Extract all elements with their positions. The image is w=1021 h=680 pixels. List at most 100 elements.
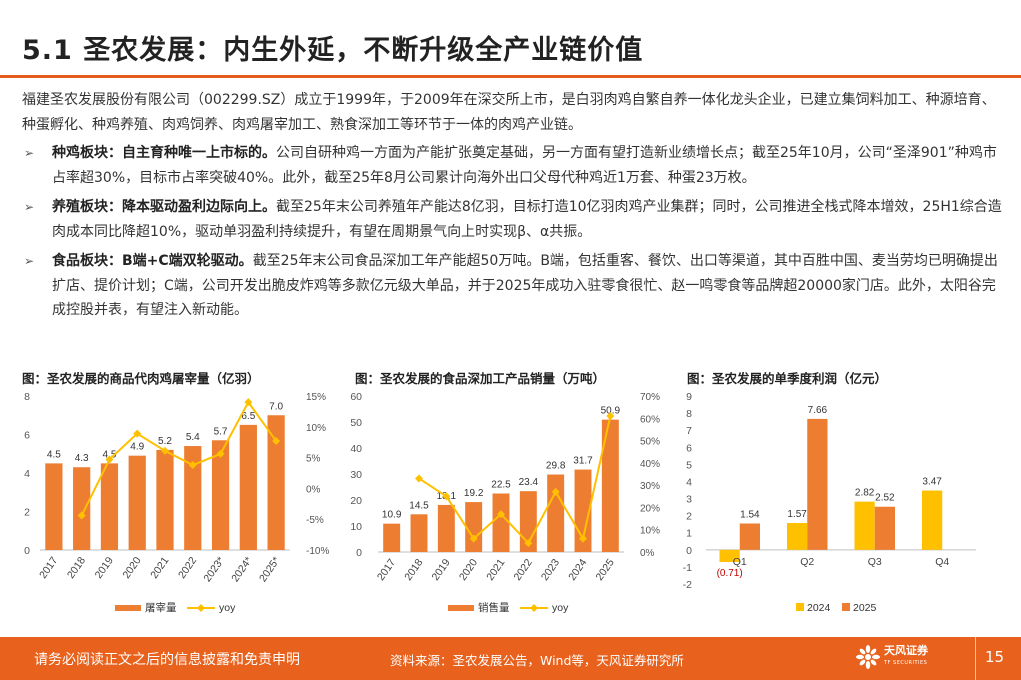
- y-axis-tick-label: 4: [686, 476, 692, 488]
- left-axis-tick-label: 4: [24, 468, 30, 480]
- bar-value-label: 22.5: [491, 480, 511, 491]
- chart1-title: 图：圣农发展的商品代肉鸡屠宰量（亿羽）: [22, 371, 260, 386]
- bar-value-label: 50.9: [601, 406, 621, 417]
- footer-bar: 请务必阅读正文之后的信息披露和免责申明 资料来源：圣农发展公告，Wind等，天风…: [0, 637, 1021, 680]
- right-axis-tick-label: 15%: [306, 392, 326, 403]
- bullet-heading: 养殖板块：降本驱动盈利边际向上。: [52, 199, 276, 215]
- x-tick-label: Q4: [935, 556, 949, 568]
- bar-2024-Q3: [854, 501, 875, 550]
- bar-value-label: 19.2: [464, 488, 484, 499]
- logo-subtitle: TF SECURITIES: [884, 660, 928, 666]
- yoy-marker: [216, 449, 225, 458]
- right-axis-tick-label: 10%: [306, 423, 326, 434]
- x-tick-label: 2021: [148, 555, 171, 581]
- bar-value-label: 4.5: [102, 449, 116, 460]
- left-axis-tick-label: 20: [350, 495, 362, 507]
- chart-slaughter-volume: 0 2 4 6 8 -10% -5% 0% 5% 10% 15% 4.5 2017 4.3 2018 4.5 2…: [24, 391, 329, 614]
- bar-2021: [492, 493, 510, 552]
- bar-value-label: 29.8: [546, 461, 566, 472]
- bullet-text: 截至25年末公司食品深加工年产能超50万吨。B端，包括重客、餐饮、出口等渠道，其…: [52, 253, 998, 318]
- legend-line-label: yoy: [219, 602, 236, 614]
- right-axis-tick-label: 20%: [640, 503, 660, 514]
- legend-label: 2024: [807, 602, 831, 614]
- yoy-marker: [105, 455, 114, 464]
- x-tick-label: 2021: [484, 557, 507, 583]
- right-axis-tick-label: 5%: [306, 454, 321, 465]
- left-axis-tick-label: 50: [350, 417, 362, 429]
- bar-value-label: 31.7: [573, 456, 593, 467]
- bar-value-label: 3.47: [922, 477, 942, 488]
- left-axis-tick-label: 40: [350, 443, 362, 455]
- bar-value-label: 4.5: [47, 449, 61, 460]
- yoy-marker: [133, 429, 142, 438]
- right-axis-tick-label: 0%: [640, 548, 655, 559]
- legend-bar-swatch: [115, 605, 141, 611]
- bar-value-label: 1.57: [787, 509, 807, 520]
- bar-2024-Q1: [719, 549, 740, 562]
- bar-2025-Q3: [874, 506, 895, 550]
- bar-2020: [465, 502, 483, 552]
- logo-name: 天风证券: [884, 644, 928, 657]
- bar-value-label: 4.9: [130, 442, 144, 453]
- bullet-heading: 食品板块：B端+C端双轮驱动。: [52, 253, 253, 269]
- yoy-marker: [272, 436, 281, 445]
- x-tick-label: Q3: [868, 556, 882, 568]
- bar-value-label: 6.5: [241, 411, 255, 422]
- x-tick-label: 2020: [457, 557, 480, 583]
- right-axis-tick-label: 50%: [640, 437, 660, 448]
- bar-value-label: 5.2: [158, 436, 172, 447]
- title-divider: [0, 75, 1021, 78]
- bar-2018: [73, 467, 91, 550]
- bar-value-label: 14.5: [409, 500, 429, 511]
- bar-2025*: [267, 415, 285, 550]
- y-axis-tick-label: 2: [686, 511, 692, 523]
- bar-2023: [547, 474, 565, 552]
- left-axis-tick-label: 30: [350, 469, 362, 481]
- left-axis-tick-label: 2: [24, 507, 30, 519]
- bar-2023*: [211, 440, 230, 550]
- yoy-marker: [161, 446, 169, 455]
- legend-line-marker: [530, 604, 538, 612]
- bar-2024-Q4: [922, 490, 943, 550]
- page-title: 5.1 圣农发展：内生外延，不断升级全产业链价值: [22, 35, 644, 66]
- bar-2018: [410, 514, 428, 552]
- bullet-farming: ➢ 养殖板块：降本驱动盈利边际向上。截至25年末公司养殖年产能达8亿羽，目标打造…: [22, 195, 1007, 244]
- y-axis-tick-label: 0: [686, 545, 692, 557]
- bullet-arrow-icon: ➢: [24, 146, 35, 160]
- yoy-marker: [188, 460, 197, 469]
- bar-value-label: 4.3: [75, 453, 89, 464]
- right-axis-tick-label: 60%: [640, 414, 660, 425]
- bar-value-label: 7.66: [808, 405, 828, 416]
- yoy-marker: [244, 398, 253, 407]
- bullet-heading: 种鸡板块：自主育种唯一上市标的。: [52, 145, 276, 161]
- footer-disclaimer[interactable]: 请务必阅读正文之后的信息披露和免责申明: [34, 652, 300, 668]
- bar-value-label: 5.4: [186, 432, 200, 443]
- logo-flower-icon: [856, 645, 880, 669]
- bullet-food: ➢ 食品板块：B端+C端双轮驱动。截至25年末公司食品深加工年产能超50万吨。B…: [22, 249, 1007, 323]
- left-axis-tick-label: 10: [350, 521, 362, 533]
- bar-value-label: 10.9: [382, 510, 402, 521]
- bar-2025-Q2: [807, 418, 828, 550]
- bar-2017: [383, 523, 401, 552]
- right-axis-tick-label: 0%: [306, 484, 321, 495]
- bar-2021: [156, 449, 174, 550]
- bar-value-label: (0.71): [717, 568, 743, 579]
- bar-2024-Q2: [787, 522, 808, 550]
- yoy-line: [418, 415, 612, 545]
- yoy-marker: [551, 487, 560, 496]
- y-axis-tick-label: 7: [686, 425, 692, 437]
- yoy-marker: [415, 474, 423, 483]
- footer-source: 资料来源：圣农发展公告，Wind等，天风证券研究所: [390, 653, 684, 668]
- bullet-arrow-icon: ➢: [24, 200, 35, 214]
- left-axis-tick-label: 60: [350, 391, 362, 403]
- bullet-text: 截至25年末公司养殖年产能达8亿羽，目标打造10亿羽肉鸡产业集群；同时，公司推进…: [52, 199, 1002, 240]
- x-tick-label: 2017: [37, 555, 60, 581]
- y-axis-tick-label: 8: [686, 408, 692, 420]
- yoy-marker: [497, 510, 505, 519]
- yoy-marker: [77, 511, 86, 520]
- bar-value-label: 2.82: [855, 488, 875, 499]
- chart2-title: 图：圣农发展的食品深加工产品销量（万吨）: [355, 371, 606, 386]
- y-axis-tick-label: -2: [683, 579, 692, 591]
- right-axis-tick-label: 70%: [640, 392, 660, 403]
- bar-2017: [45, 463, 63, 550]
